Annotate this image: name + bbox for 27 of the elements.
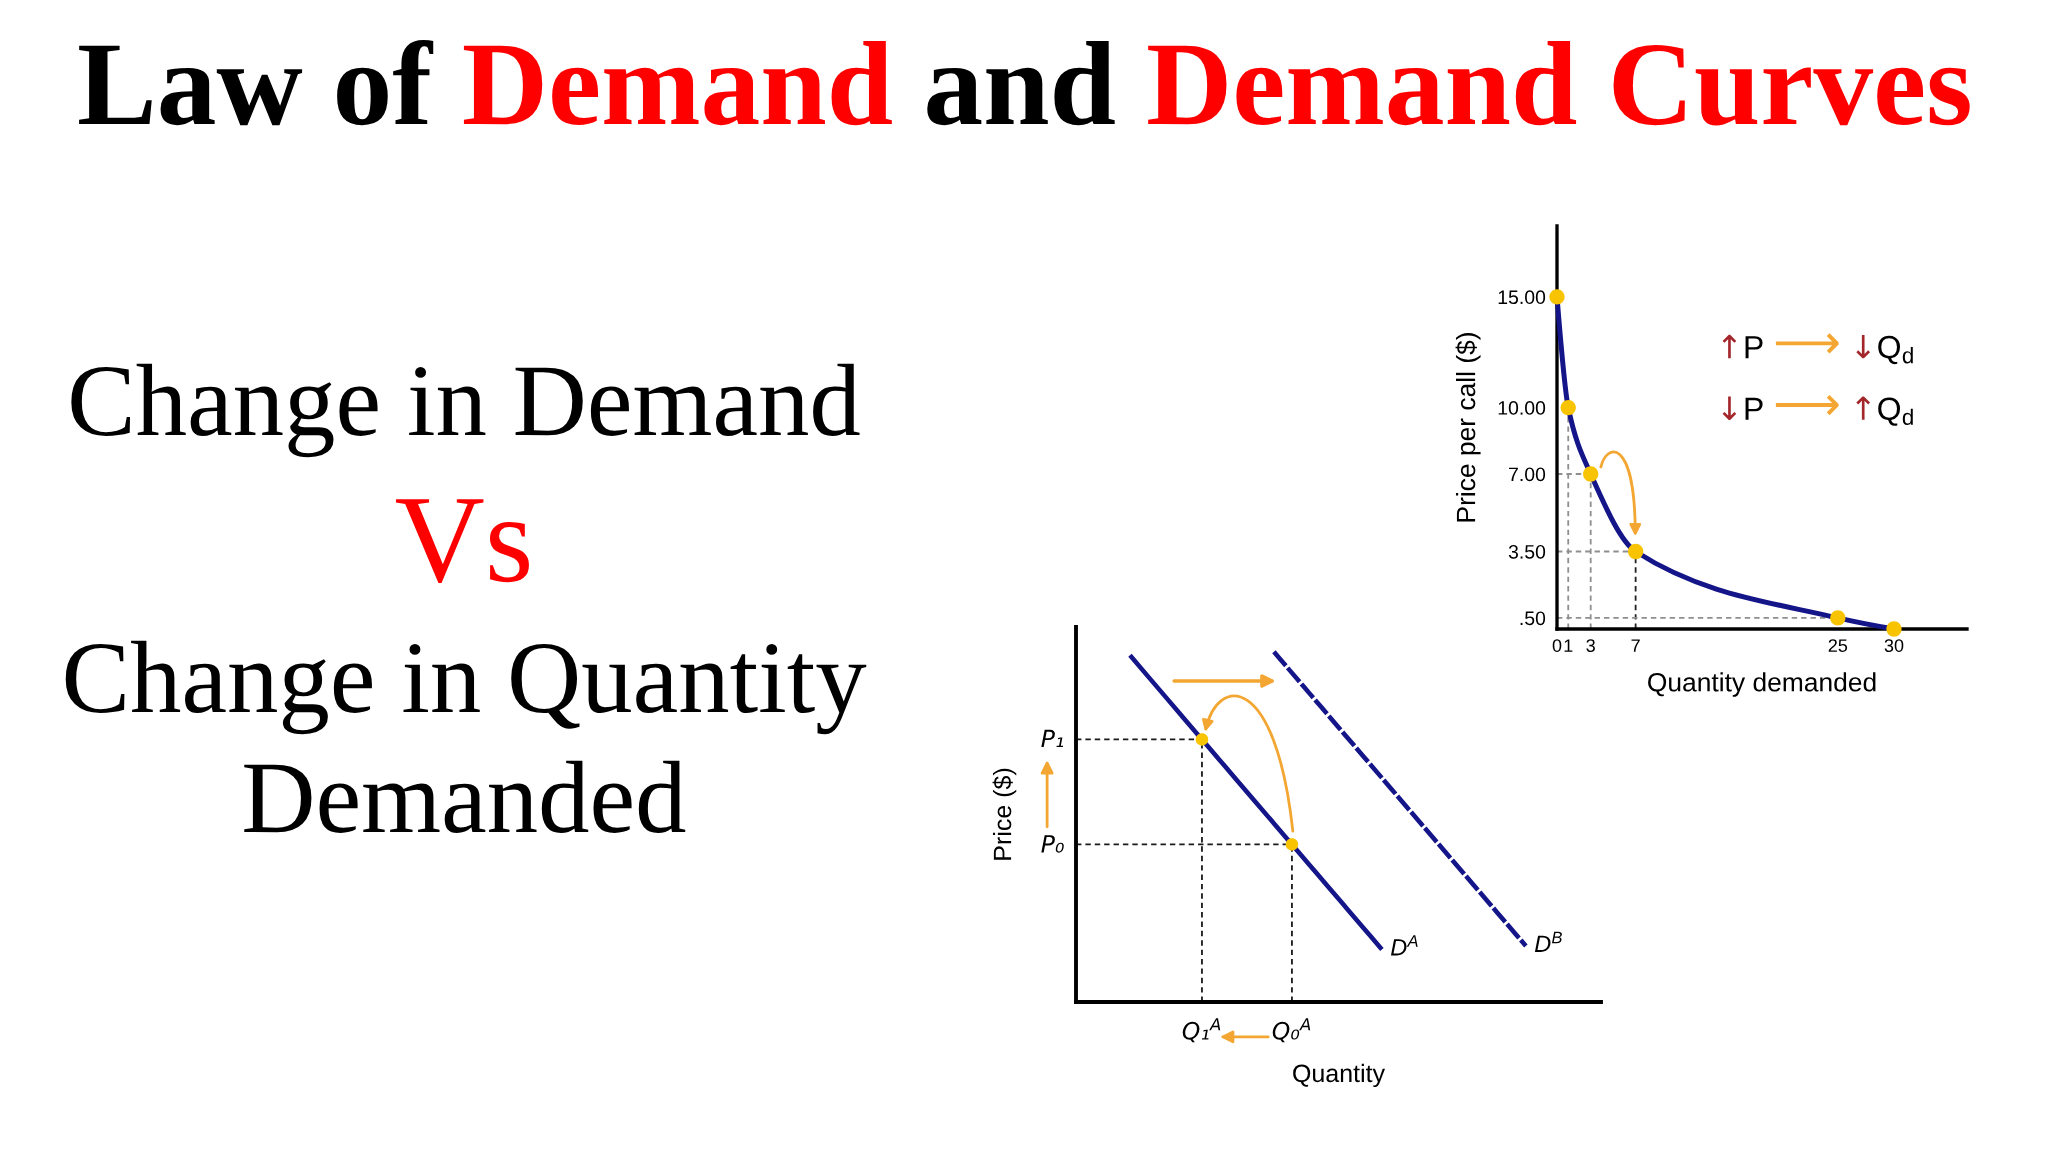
y-tick-label: .50 [1520, 611, 1546, 626]
y-tick-label: 10.00 [1498, 401, 1546, 415]
y-tick-label: 3.50 [1508, 544, 1546, 559]
x-axis-title: Quantity [1293, 1063, 1386, 1088]
text: Change in Demand [71, 363, 860, 458]
text: Change in Quantity Demanded [65, 640, 867, 834]
y-tick-label: 7.00 [1509, 467, 1546, 482]
x-tick-label: Q₀$^{A}$ [1272, 1018, 1311, 1043]
y-tick-label: 15.00 [1498, 290, 1546, 305]
x-axis-title: Quantity demanded [1648, 672, 1876, 697]
text: P₁ [1041, 729, 1064, 748]
text: Law of Demand and Demand Curves [79, 39, 1970, 126]
annotation: ↓P ⟶ ↑Q$_{d}$ [1722, 394, 1913, 426]
x-tick-label: 0 [1552, 639, 1562, 652]
text: Vs [395, 499, 529, 583]
x-tick-label: Q₁$^{A}$ [1182, 1018, 1221, 1043]
x-tick-label: 7 [1631, 639, 1640, 652]
x-tick-label: 1 [1564, 639, 1573, 652]
x-tick-label: 30 [1884, 639, 1904, 652]
text: P₀ [1041, 835, 1064, 853]
annotation: ↑P ⟶ ↓Q$_{d}$ [1722, 333, 1913, 365]
y-axis-title: Price ($) [992, 768, 1017, 860]
series-label: D$^{B}$ [1534, 931, 1562, 952]
x-tick-label: 25 [1828, 639, 1848, 652]
y-axis-title: Price per call ($) [1455, 333, 1481, 522]
x-tick-label: 3 [1586, 639, 1595, 652]
series-label: D$^{A}$ [1390, 935, 1418, 956]
